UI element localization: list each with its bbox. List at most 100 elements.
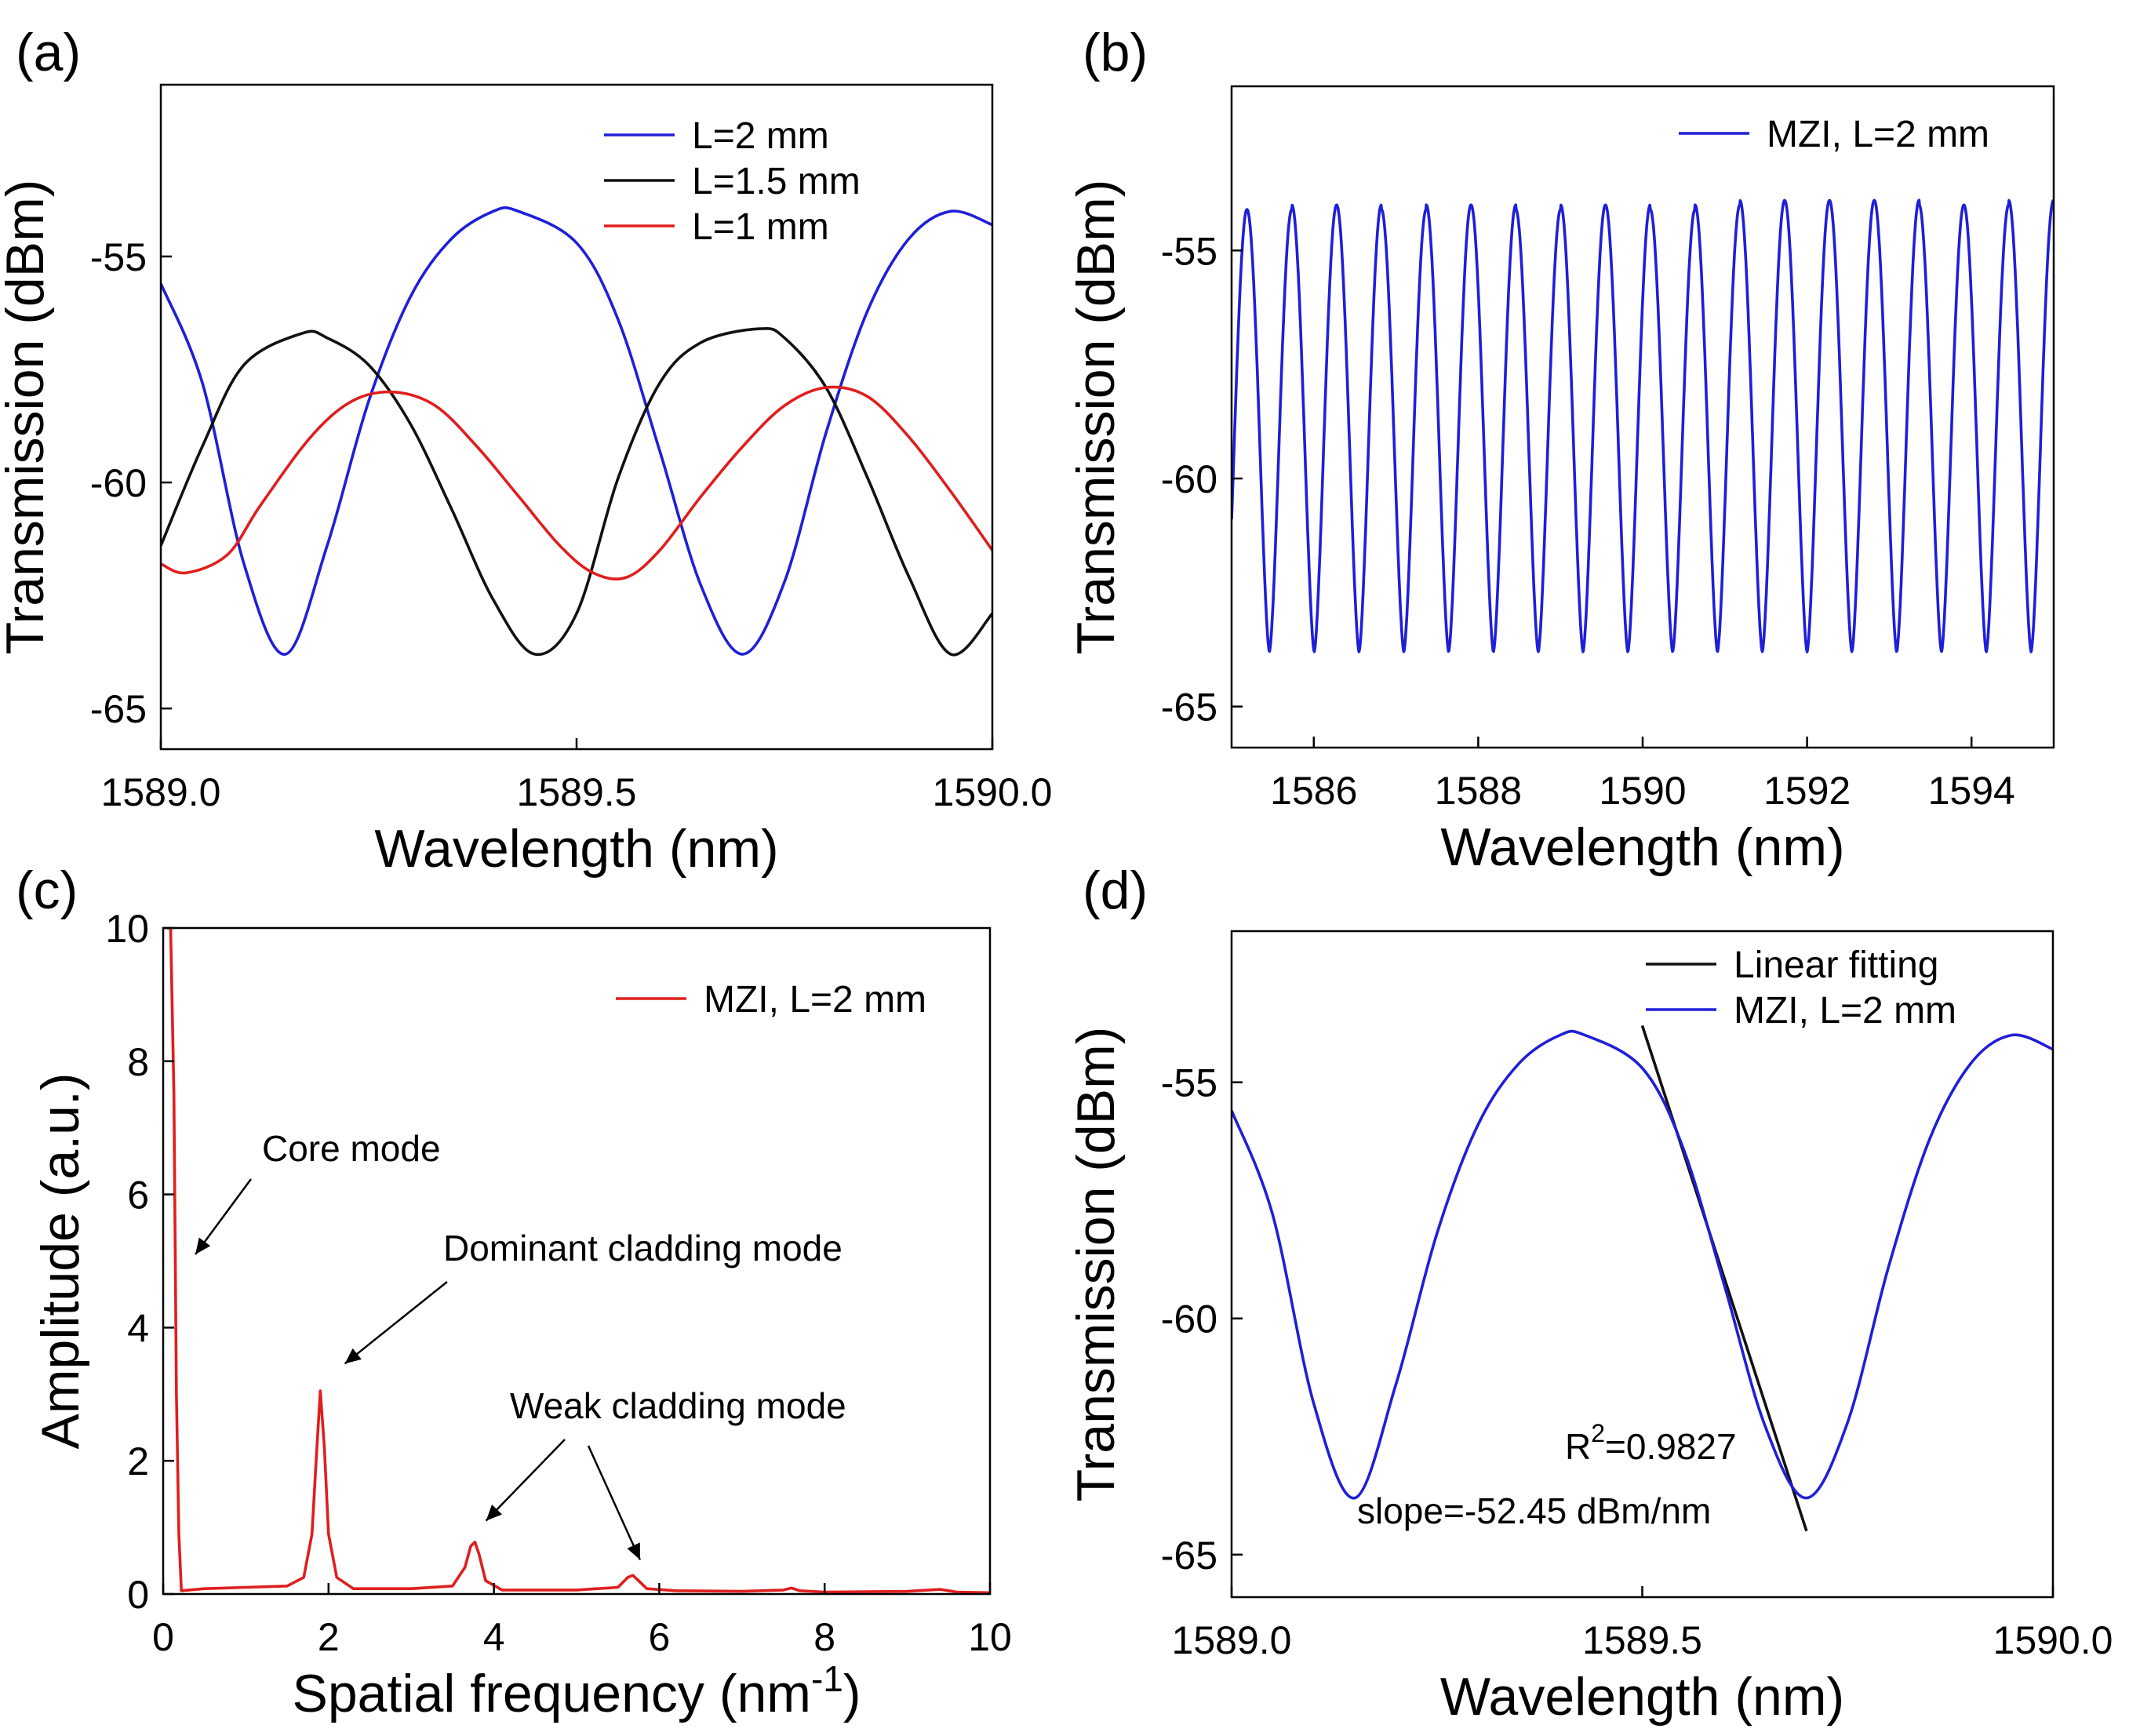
y-tick-label: 0 — [127, 1573, 149, 1617]
series-line-mzi-l-2-mm — [167, 928, 990, 1594]
arrow-head — [486, 1504, 502, 1521]
y-tick-label: 6 — [127, 1174, 149, 1217]
panel-label: (a) — [16, 23, 81, 82]
x-axis-title-end: ) — [843, 1664, 861, 1723]
y-axis-title: Amplitude (a.u.) — [31, 1073, 90, 1450]
panel-b: (b) 1586 1588 1590 1592 1594 -55 -60 -65 Waveleng… — [1066, 23, 2055, 877]
x-axis-title: Wavelength (nm) — [1440, 817, 1844, 877]
r-squared-value: =0.9827 — [1605, 1426, 1737, 1467]
y-axis-title: Transmission (dBm) — [1066, 1027, 1126, 1502]
x-tick-label: 0 — [152, 1615, 174, 1659]
y-tick-label: -60 — [90, 461, 147, 505]
annotation-weak-cladding: Weak cladding mode — [510, 1385, 846, 1426]
series-group — [161, 206, 992, 657]
annotation-r-squared: R2=0.9827 — [1565, 1419, 1737, 1467]
legend-item: MZI, L=2 mm — [616, 979, 926, 1021]
annotation-arrow — [344, 1281, 448, 1365]
panel-label: (b) — [1083, 23, 1148, 82]
plot-frame — [162, 926, 992, 1596]
annotation-arrow — [485, 1439, 566, 1522]
x-tick-label: 2 — [318, 1615, 340, 1659]
arrow-head — [627, 1542, 640, 1560]
legend-label: MZI, L=2 mm — [704, 979, 926, 1021]
annotation-arrow — [195, 1178, 253, 1255]
legend-label: MZI, L=2 mm — [1767, 114, 1989, 155]
x-tick-label: 1590.0 — [1993, 1618, 2113, 1662]
x-tick-label: 1590.0 — [933, 770, 1053, 814]
legend-item: L=1.5 mm — [604, 161, 861, 202]
arrow-head — [195, 1237, 211, 1255]
x-tick-label: 1589.5 — [1582, 1618, 1702, 1662]
x-tick-label: 1586 — [1270, 769, 1357, 813]
y-tick-label: -65 — [90, 687, 147, 731]
y-tick-label: -60 — [1161, 457, 1217, 501]
x-tick-label: 6 — [648, 1615, 670, 1659]
y-tick-label: -65 — [1161, 1534, 1217, 1578]
x-axis-title-text: Wavelength (nm) — [374, 819, 778, 879]
legend-label: Linear fitting — [1734, 944, 1939, 986]
y-tick-label: 4 — [127, 1306, 149, 1350]
arrow-shaft — [485, 1439, 566, 1522]
y-tick-label: 2 — [127, 1439, 149, 1483]
legend-item: L=2 mm — [604, 115, 829, 157]
r-squared-sup: 2 — [1591, 1419, 1605, 1447]
x-tick-label: 1588 — [1435, 769, 1522, 813]
x-axis-title: Wavelength (nm) — [1440, 1667, 1844, 1727]
annotation-arrow — [587, 1445, 642, 1560]
series-line-mzi-l-2-mm — [1232, 198, 2054, 653]
x-axis-title-sup: -1 — [811, 1658, 843, 1699]
legend-label: MZI, L=2 mm — [1734, 990, 1956, 1032]
x-axis-title: Wavelength (nm) — [374, 819, 778, 879]
x-tick-label: 1589.5 — [517, 770, 637, 814]
legend-label: L=1.5 mm — [692, 161, 861, 202]
panel-c: (c) 0 2 4 6 8 10 0 2 4 6 8 10 Spatial frequency (nm-1… — [16, 861, 1012, 1723]
annotation-dominant-cladding: Dominant cladding mode — [443, 1228, 843, 1268]
r-squared-base: R — [1565, 1426, 1591, 1467]
x-tick-label: 1589.0 — [101, 770, 221, 814]
legend-item: MZI, L=2 mm — [1646, 990, 1956, 1032]
y-tick-label: -55 — [90, 235, 147, 279]
x-tick-label: 10 — [968, 1615, 1012, 1659]
panel-a: (a) 1589.0 1589.5 1590.0 -55 -60 -65 Wavelength… — [0, 23, 1052, 879]
y-tick-label: -55 — [1161, 229, 1217, 273]
y-tick-label: -55 — [1161, 1061, 1217, 1105]
series-line-l-1-5-mm — [161, 326, 992, 657]
annotation-core-mode: Core mode — [262, 1128, 441, 1169]
x-axis-title: Spatial frequency (nm-1) — [292, 1658, 861, 1723]
x-tick-label: 1594 — [1928, 769, 2015, 813]
series-line-mzi-l-2-mm — [1232, 1029, 2053, 1500]
panel-d: (d) 1589.0 1589.5 1590.0 -55 -60 -65 Wavelength… — [1066, 861, 2113, 1727]
y-tick-label: 10 — [105, 907, 149, 951]
arrow-shaft — [344, 1281, 448, 1365]
legend-label: L=2 mm — [692, 115, 829, 157]
x-tick-label: 1590 — [1599, 769, 1686, 813]
plot-frame — [159, 83, 994, 751]
y-axis-title: Transmission (dBm) — [0, 180, 55, 655]
series-group — [1232, 198, 2054, 653]
legend-item: MZI, L=2 mm — [1679, 114, 1989, 155]
x-tick-label: 4 — [483, 1615, 505, 1659]
x-axis-title-text: Spatial frequency (nm — [292, 1664, 810, 1723]
y-tick-label: 8 — [127, 1040, 149, 1084]
x-axis-title-text: Wavelength (nm) — [1440, 1667, 1844, 1727]
legend-item: L=1 mm — [604, 206, 829, 248]
y-tick-label: -65 — [1161, 686, 1217, 730]
x-tick-label: 1592 — [1763, 769, 1851, 813]
annotation-slope: slope=-52.45 dBm/nm — [1357, 1490, 1711, 1531]
series-line-l-2-mm — [161, 206, 992, 656]
x-tick-label: 8 — [813, 1615, 835, 1659]
legend-item: Linear fitting — [1646, 944, 1939, 986]
y-tick-label: -60 — [1161, 1297, 1217, 1341]
arrow-head — [344, 1348, 362, 1364]
arrow-shaft — [587, 1445, 642, 1560]
panel-label: (d) — [1083, 861, 1148, 920]
panel-label: (c) — [16, 861, 78, 920]
x-tick-label: 1589.0 — [1172, 1618, 1292, 1662]
y-axis-title: Transmission (dBm) — [1066, 180, 1126, 655]
series-line-linear-fitting — [1640, 1024, 1808, 1532]
series-group — [1232, 1024, 2053, 1532]
series-group — [167, 928, 990, 1594]
legend-label: L=1 mm — [692, 206, 829, 248]
series-line-l-1-mm — [161, 385, 992, 580]
